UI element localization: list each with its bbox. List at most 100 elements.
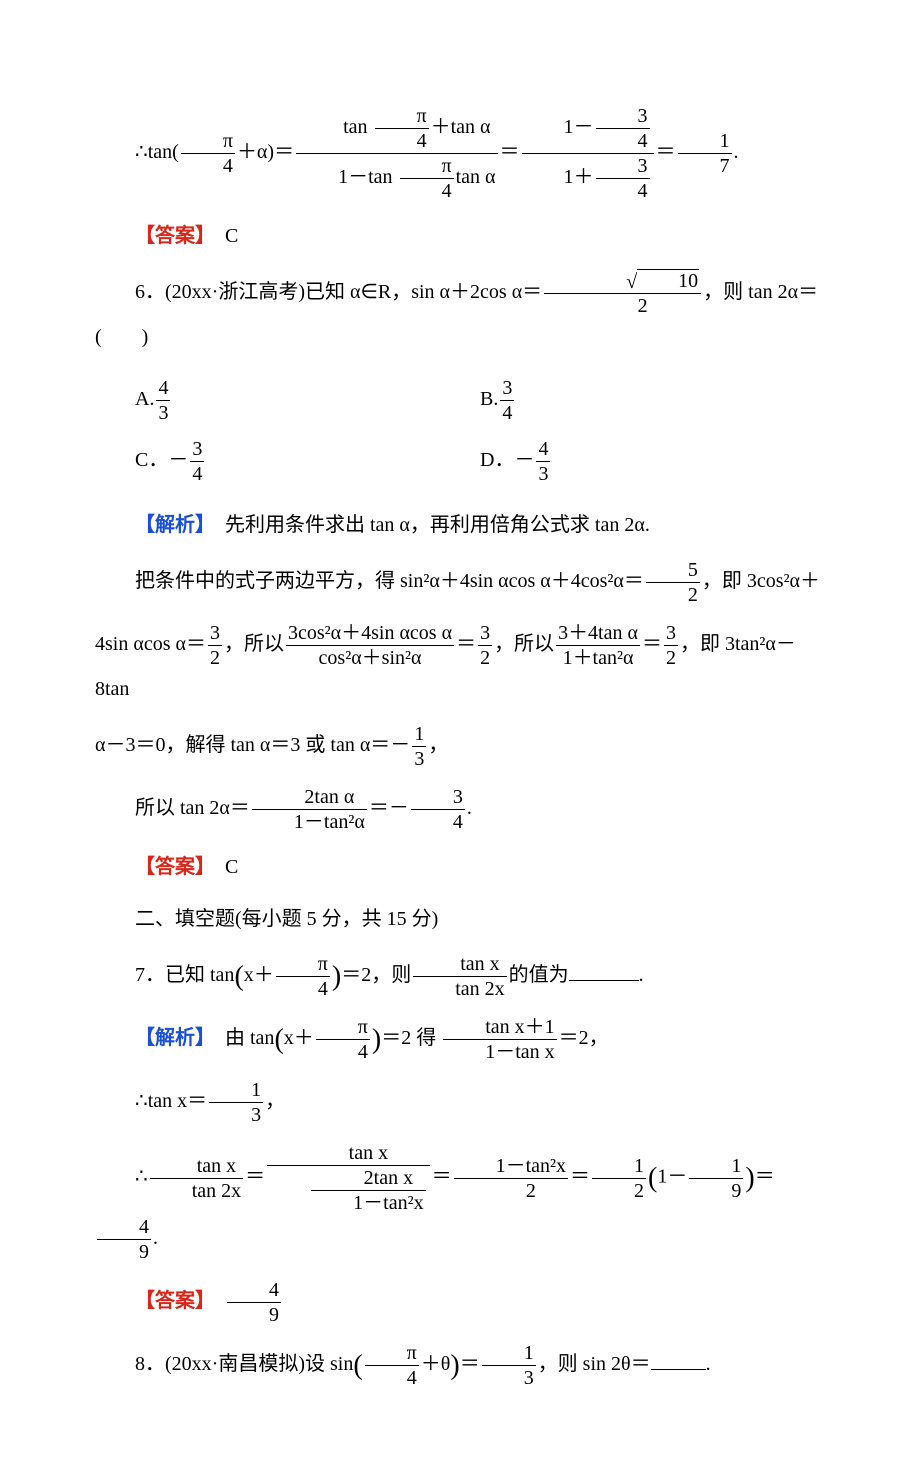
text: ＝ bbox=[642, 633, 662, 655]
text: ＝ bbox=[456, 633, 476, 655]
text: ＋α)＝ bbox=[237, 141, 294, 163]
denominator: 4 bbox=[190, 462, 204, 486]
option-label: A. bbox=[135, 388, 154, 410]
q8-stem: 8．(20xx·南昌模拟)设 sin(π4＋θ)＝13，则 sin 2θ＝. bbox=[95, 1341, 825, 1390]
denominator: 2 bbox=[454, 1179, 568, 1203]
denominator: 1＋34 bbox=[522, 154, 654, 203]
text: . bbox=[467, 797, 472, 819]
text: ＝2，则 bbox=[341, 964, 411, 986]
q5-derivation: ∴tan(π4＋α)＝tan π4＋tan α1－tan π4tan α＝1－3… bbox=[95, 104, 825, 203]
denominator: 2tan x1－tan²x bbox=[267, 1166, 429, 1215]
denominator: 9 bbox=[689, 1179, 743, 1203]
answer-label: 【答案】 bbox=[135, 1290, 205, 1312]
text: 先利用条件求出 tan α，再利用倍角公式求 tan 2α. bbox=[225, 514, 650, 536]
text: 所以 tan 2α＝ bbox=[135, 797, 250, 819]
text: ∴ bbox=[135, 1166, 148, 1188]
q7-analysis-2: ∴tan x＝13， bbox=[95, 1078, 825, 1127]
denominator: 4 bbox=[276, 977, 330, 1001]
text: 的值为 bbox=[509, 964, 569, 986]
q6-option-a: A.43 bbox=[135, 376, 480, 425]
denominator: 9 bbox=[97, 1240, 151, 1264]
numerator: 1 bbox=[482, 1341, 536, 1366]
numerator: tan x bbox=[413, 952, 506, 977]
option-label: B. bbox=[480, 388, 498, 410]
answer-value: C bbox=[225, 225, 238, 247]
q7-analysis-1: 【解析】 由 tan(x＋π4)＝2 得 tan x＋11－tan x＝2， bbox=[95, 1015, 825, 1064]
denominator: 2 bbox=[664, 646, 678, 670]
denominator: 2 bbox=[208, 646, 222, 670]
q8-label: 8． bbox=[135, 1353, 165, 1375]
numerator: 3cos²α＋4sin αcos α bbox=[286, 621, 454, 646]
text: ＝ bbox=[500, 141, 520, 163]
denominator: 4 bbox=[411, 810, 465, 834]
numerator: 1 bbox=[689, 1154, 743, 1179]
text: ，所以 bbox=[494, 633, 554, 655]
numerator: 1－tan²x bbox=[454, 1154, 568, 1179]
q6-option-c: C．－34 bbox=[135, 437, 480, 486]
numerator: 4 bbox=[536, 437, 550, 462]
numerator: 3 bbox=[190, 437, 204, 462]
denominator: cos²α＋sin²α bbox=[286, 646, 454, 670]
numerator: tan x＋1 bbox=[443, 1015, 556, 1040]
section-2-heading: 二、填空题(每小题 5 分，共 15 分) bbox=[95, 900, 825, 938]
fill-blank bbox=[569, 960, 639, 981]
text: ，即 3cos²α＋ bbox=[702, 570, 820, 592]
denominator: 9 bbox=[227, 1303, 281, 1327]
numerator: √10 bbox=[544, 269, 701, 294]
q6-analysis-5: 所以 tan 2α＝2tan α1－tan²α＝－34. bbox=[95, 785, 825, 834]
denominator: 4 bbox=[365, 1366, 419, 1390]
text: ＝ bbox=[656, 141, 676, 163]
denominator: 7 bbox=[678, 154, 732, 178]
numerator: tan x bbox=[267, 1141, 429, 1166]
text: ＝ bbox=[570, 1166, 590, 1188]
numerator: 3 bbox=[664, 621, 678, 646]
text: ＝ bbox=[432, 1166, 452, 1188]
denominator: 3 bbox=[482, 1366, 536, 1390]
text: ＝2， bbox=[559, 1027, 609, 1049]
fill-blank bbox=[651, 1349, 706, 1370]
text: 二、填空题(每小题 5 分，共 15 分) bbox=[135, 908, 438, 930]
numerator: 4 bbox=[227, 1278, 281, 1303]
denominator: 3 bbox=[209, 1103, 263, 1127]
denominator: 4 bbox=[500, 401, 514, 425]
denominator: 3 bbox=[536, 462, 550, 486]
denominator: 1－tan²α bbox=[252, 810, 367, 834]
numerator: π bbox=[181, 129, 235, 154]
text: . bbox=[706, 1353, 711, 1375]
denominator: tan 2x bbox=[150, 1179, 243, 1203]
text: . bbox=[734, 141, 739, 163]
text: 由 tan bbox=[225, 1027, 274, 1049]
text: ＝2 得 bbox=[381, 1027, 441, 1049]
q6-option-b: B.34 bbox=[480, 376, 825, 425]
analysis-label: 【解析】 bbox=[135, 1027, 205, 1049]
denominator: 4 bbox=[181, 154, 235, 178]
q6-label: 6． bbox=[135, 281, 165, 303]
option-label: D．－ bbox=[480, 449, 534, 471]
q6-analysis-3: 4sin αcos α＝32，所以3cos²α＋4sin αcos αcos²α… bbox=[95, 621, 825, 708]
numerator: 5 bbox=[646, 558, 700, 583]
numerator: 1 bbox=[592, 1154, 646, 1179]
q7-analysis-3: ∴tan xtan 2x＝tan x2tan x1－tan²x＝1－tan²x2… bbox=[95, 1141, 825, 1264]
analysis-label: 【解析】 bbox=[135, 514, 205, 536]
denominator: 4 bbox=[316, 1040, 370, 1064]
text: ＝ bbox=[755, 1166, 775, 1188]
numerator: 1－34 bbox=[522, 104, 654, 154]
denominator: 2 bbox=[646, 583, 700, 607]
q7-answer: 【答案】 49 bbox=[95, 1278, 825, 1327]
denominator: 1－tan x bbox=[443, 1040, 556, 1064]
numerator: π bbox=[276, 952, 330, 977]
q6-analysis-4: α－3＝0，解得 tan α＝3 或 tan α＝－13， bbox=[95, 722, 825, 771]
q6-answer: 【答案】 C bbox=[95, 848, 825, 886]
document-page: ∴tan(π4＋α)＝tan π4＋tan α1－tan π4tan α＝1－3… bbox=[0, 0, 920, 1464]
numerator: 3＋4tan α bbox=[556, 621, 640, 646]
numerator: 4 bbox=[97, 1215, 151, 1240]
text: ， bbox=[265, 1090, 285, 1112]
numerator: 1 bbox=[209, 1078, 263, 1103]
text: (20xx·浙江高考)已知 α∈R，sin α＋2cos α＝ bbox=[165, 281, 542, 303]
text: ＝－ bbox=[369, 797, 409, 819]
denominator: tan 2x bbox=[413, 977, 506, 1001]
numerator: π bbox=[316, 1015, 370, 1040]
numerator: 3 bbox=[208, 621, 222, 646]
text: ，则 sin 2θ＝ bbox=[538, 1353, 651, 1375]
text: α－3＝0，解得 tan α＝3 或 tan α＝－ bbox=[95, 734, 410, 756]
